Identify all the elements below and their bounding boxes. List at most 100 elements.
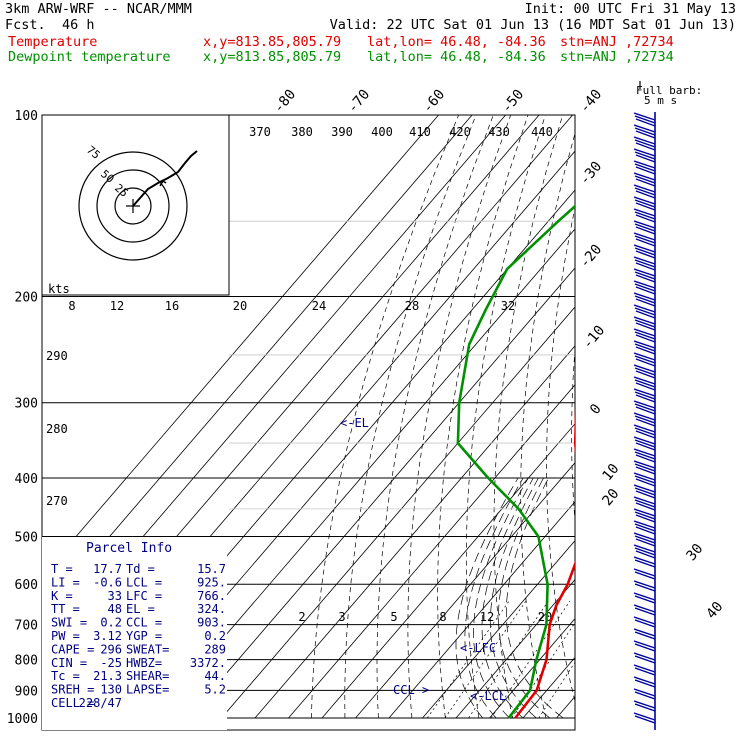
valid-time: Valid: 22 UTC Sat 01 Jun 13 (16 MDT Sat … <box>329 17 736 33</box>
parcel-info-key: CIN = <box>51 656 87 670</box>
mixing-ratio-label: 16 <box>165 299 179 313</box>
isotherm-label: 10 <box>599 461 622 484</box>
wind-barb <box>635 418 656 427</box>
parcel-info-value: 903. <box>197 616 226 630</box>
parcel-info-key: LI = <box>51 575 80 589</box>
wind-barb <box>634 439 656 448</box>
wind-barb <box>633 460 656 469</box>
wind-barb <box>635 550 656 559</box>
wind-barb <box>633 388 656 397</box>
wind-barb <box>635 274 656 283</box>
wind-barb <box>635 514 656 523</box>
isotherm-label: -70 <box>345 87 374 117</box>
parcel-info-value: 0.2 <box>204 629 226 643</box>
parcel-info-key: TT = <box>51 602 80 616</box>
wind-barb <box>634 583 656 592</box>
wind-barb <box>634 559 656 568</box>
parcel-info-value: 5.2 <box>204 683 226 697</box>
dry-adiabat-line <box>686 115 740 718</box>
forecast-label: Fcst. <box>5 17 46 33</box>
wind-barb <box>635 430 656 439</box>
parcel-info-value: 130 <box>100 683 122 697</box>
wind-barb <box>635 190 656 199</box>
parcel-info-key: LAPSE= <box>126 683 169 697</box>
wind-barb <box>633 640 656 649</box>
wind-barb <box>634 703 656 712</box>
wind-barb <box>634 427 656 436</box>
wind-barb <box>635 130 656 139</box>
isotherm-line <box>321 423 575 719</box>
parcel-info-key: Tc = <box>51 669 80 683</box>
parcel-info-value: 3.12 <box>93 629 122 643</box>
wind-barb <box>635 238 656 247</box>
wind-barb <box>635 298 656 307</box>
wind-barb <box>635 154 656 163</box>
wind-barb <box>634 295 656 304</box>
wind-barb <box>633 652 656 661</box>
wind-barb <box>634 463 656 472</box>
wind-barb <box>633 424 656 433</box>
wind-barb <box>633 604 656 613</box>
parcel-info-box <box>42 537 227 730</box>
wind-barb <box>633 220 656 229</box>
mixing-ratio-label: 32 <box>501 299 515 313</box>
wind-barb <box>633 328 656 337</box>
theta-e-label: 380 <box>291 125 313 139</box>
dry-adiabat-line <box>376 115 494 719</box>
parcel-info: Parcel Info T = 17.7 Td = 15.7 LI = -0.6 LCL = 9… <box>51 541 226 710</box>
parcel-info-value: 289 <box>204 642 226 656</box>
parcel-info-value: -0.6 <box>93 575 122 589</box>
wind-barb <box>633 448 656 457</box>
theta-e-label: 410 <box>409 125 431 139</box>
wind-barb <box>633 112 656 121</box>
wind-barb <box>633 664 656 673</box>
dry-adiabat-line <box>311 115 459 719</box>
hodograph-ring <box>114 187 152 225</box>
dry-adiabat-label: 270 <box>46 494 68 508</box>
isotherm-line <box>288 384 575 719</box>
parcel-info-value: 48 <box>108 602 122 616</box>
wind-barb <box>634 187 656 196</box>
parcel-info-key: EL = <box>126 602 155 616</box>
mixing-ratio-label: 5 <box>390 610 397 624</box>
wind-barb <box>634 223 656 232</box>
wind-barb <box>633 148 656 157</box>
wind-barb <box>633 712 656 721</box>
parcel-info-value: 925. <box>197 575 226 589</box>
theta-e-label: 430 <box>488 125 510 139</box>
wind-barb <box>634 571 656 580</box>
model-title: 3km ARW-WRF -- NCAR/MMM <box>5 1 192 17</box>
temperature-station: stn=ANJ ,72734 <box>560 34 674 50</box>
dewpoint-latlon: lat,lon= 46.48, -84.36 <box>367 49 546 65</box>
parcel-info-key: SWEAT= <box>126 642 169 656</box>
mixing-ratio-label: 20 <box>538 610 552 624</box>
init-time: Init: 00 UTC Fri 31 May 13 <box>524 1 736 17</box>
dry-adiabat-line <box>407 115 512 719</box>
wind-barb <box>635 502 656 511</box>
dry-adiabat-line <box>707 115 740 718</box>
wind-barb <box>633 496 656 505</box>
wind-barb <box>634 619 656 628</box>
temperature-legend: Temperature <box>8 34 98 50</box>
dry-adiabat-line <box>571 345 575 525</box>
theta-e-label: 420 <box>449 125 471 139</box>
mixing-ratio-label: 8 <box>439 610 446 624</box>
wind-barb <box>634 523 656 532</box>
isotherm-line <box>42 115 439 577</box>
isotherm-line <box>221 306 575 719</box>
parcel-info-key: LFC = <box>126 589 162 603</box>
wind-barb <box>634 127 656 136</box>
wind-barb <box>634 175 656 184</box>
isotherm-line <box>42 115 473 616</box>
mixing-ratio-label: 3 <box>338 610 345 624</box>
wind-barb <box>633 172 656 181</box>
level-markers: <-EL <-LFC <-LCL CCL-> <box>340 416 506 703</box>
dry-adiabat-line <box>596 115 647 718</box>
mixing-ratio-label: 8 <box>68 299 75 313</box>
dry-adiabat-line <box>546 206 575 703</box>
wind-barb <box>634 415 656 424</box>
hodograph-box <box>41 114 230 296</box>
isotherm-line <box>355 462 575 719</box>
wind-barb <box>635 322 656 331</box>
theta-e-label: 440 <box>531 125 553 139</box>
